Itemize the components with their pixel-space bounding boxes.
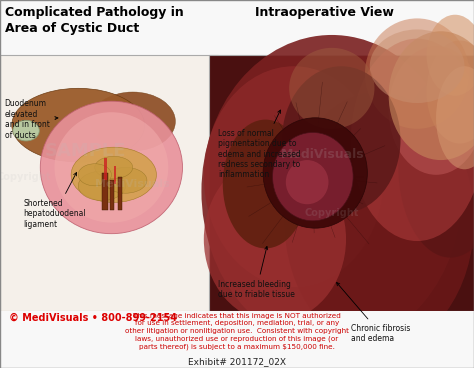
Text: SAMPLE: SAMPLE [45, 142, 126, 160]
Text: Loss of normal
pigmentation due to
edema and increased
redness secondary to
infl: Loss of normal pigmentation due to edema… [218, 110, 301, 179]
Ellipse shape [78, 164, 111, 186]
Text: Complicated Pathology in
Area of Cystic Duct: Complicated Pathology in Area of Cystic … [5, 6, 183, 35]
Text: Duodenum
elevated
and in front
of ducts: Duodenum elevated and in front of ducts [5, 99, 58, 139]
Text: © MediVisuals • 800-899-2154: © MediVisuals • 800-899-2154 [9, 313, 177, 323]
Ellipse shape [78, 171, 126, 201]
Ellipse shape [427, 15, 474, 96]
Text: This message indicates that this image is NOT authorized
for use in settlement, : This message indicates that this image i… [125, 313, 349, 350]
FancyBboxPatch shape [0, 311, 474, 368]
Ellipse shape [71, 147, 156, 202]
Ellipse shape [263, 118, 367, 228]
Ellipse shape [201, 35, 462, 348]
Ellipse shape [351, 39, 474, 241]
Ellipse shape [282, 66, 401, 213]
Ellipse shape [389, 31, 474, 160]
Text: Copyright: Copyright [305, 208, 359, 219]
Ellipse shape [427, 40, 474, 144]
Text: MediVisuals: MediVisuals [95, 179, 170, 189]
Text: MediVisuals: MediVisuals [281, 148, 364, 161]
Ellipse shape [286, 160, 328, 204]
Ellipse shape [389, 46, 474, 175]
FancyBboxPatch shape [110, 180, 114, 210]
Ellipse shape [204, 66, 384, 287]
Ellipse shape [223, 120, 308, 248]
Ellipse shape [284, 92, 474, 350]
Ellipse shape [104, 167, 147, 193]
Text: Exhibit# 201172_02X: Exhibit# 201172_02X [188, 357, 286, 366]
Ellipse shape [289, 48, 374, 129]
Text: Intraoperative View: Intraoperative View [255, 6, 394, 18]
FancyBboxPatch shape [102, 173, 108, 210]
Ellipse shape [273, 132, 353, 221]
FancyBboxPatch shape [104, 158, 107, 180]
Text: Copyright: Copyright [0, 171, 51, 182]
Ellipse shape [90, 92, 175, 151]
Text: Chronic fibrosis
and edema: Chronic fibrosis and edema [337, 283, 410, 343]
FancyBboxPatch shape [209, 55, 474, 311]
Text: Increased bleeding
due to friable tissue: Increased bleeding due to friable tissue [218, 247, 295, 299]
Ellipse shape [12, 88, 145, 162]
Ellipse shape [398, 74, 474, 258]
Circle shape [13, 120, 39, 141]
FancyBboxPatch shape [114, 166, 116, 184]
Ellipse shape [370, 29, 465, 103]
FancyBboxPatch shape [118, 177, 122, 210]
Ellipse shape [365, 18, 469, 129]
Ellipse shape [436, 66, 474, 169]
Text: Shortened
hepatoduodenal
ligament: Shortened hepatoduodenal ligament [24, 173, 86, 229]
Ellipse shape [40, 101, 182, 234]
Ellipse shape [204, 156, 346, 322]
Ellipse shape [55, 112, 168, 223]
FancyBboxPatch shape [0, 55, 218, 311]
Ellipse shape [95, 156, 133, 178]
